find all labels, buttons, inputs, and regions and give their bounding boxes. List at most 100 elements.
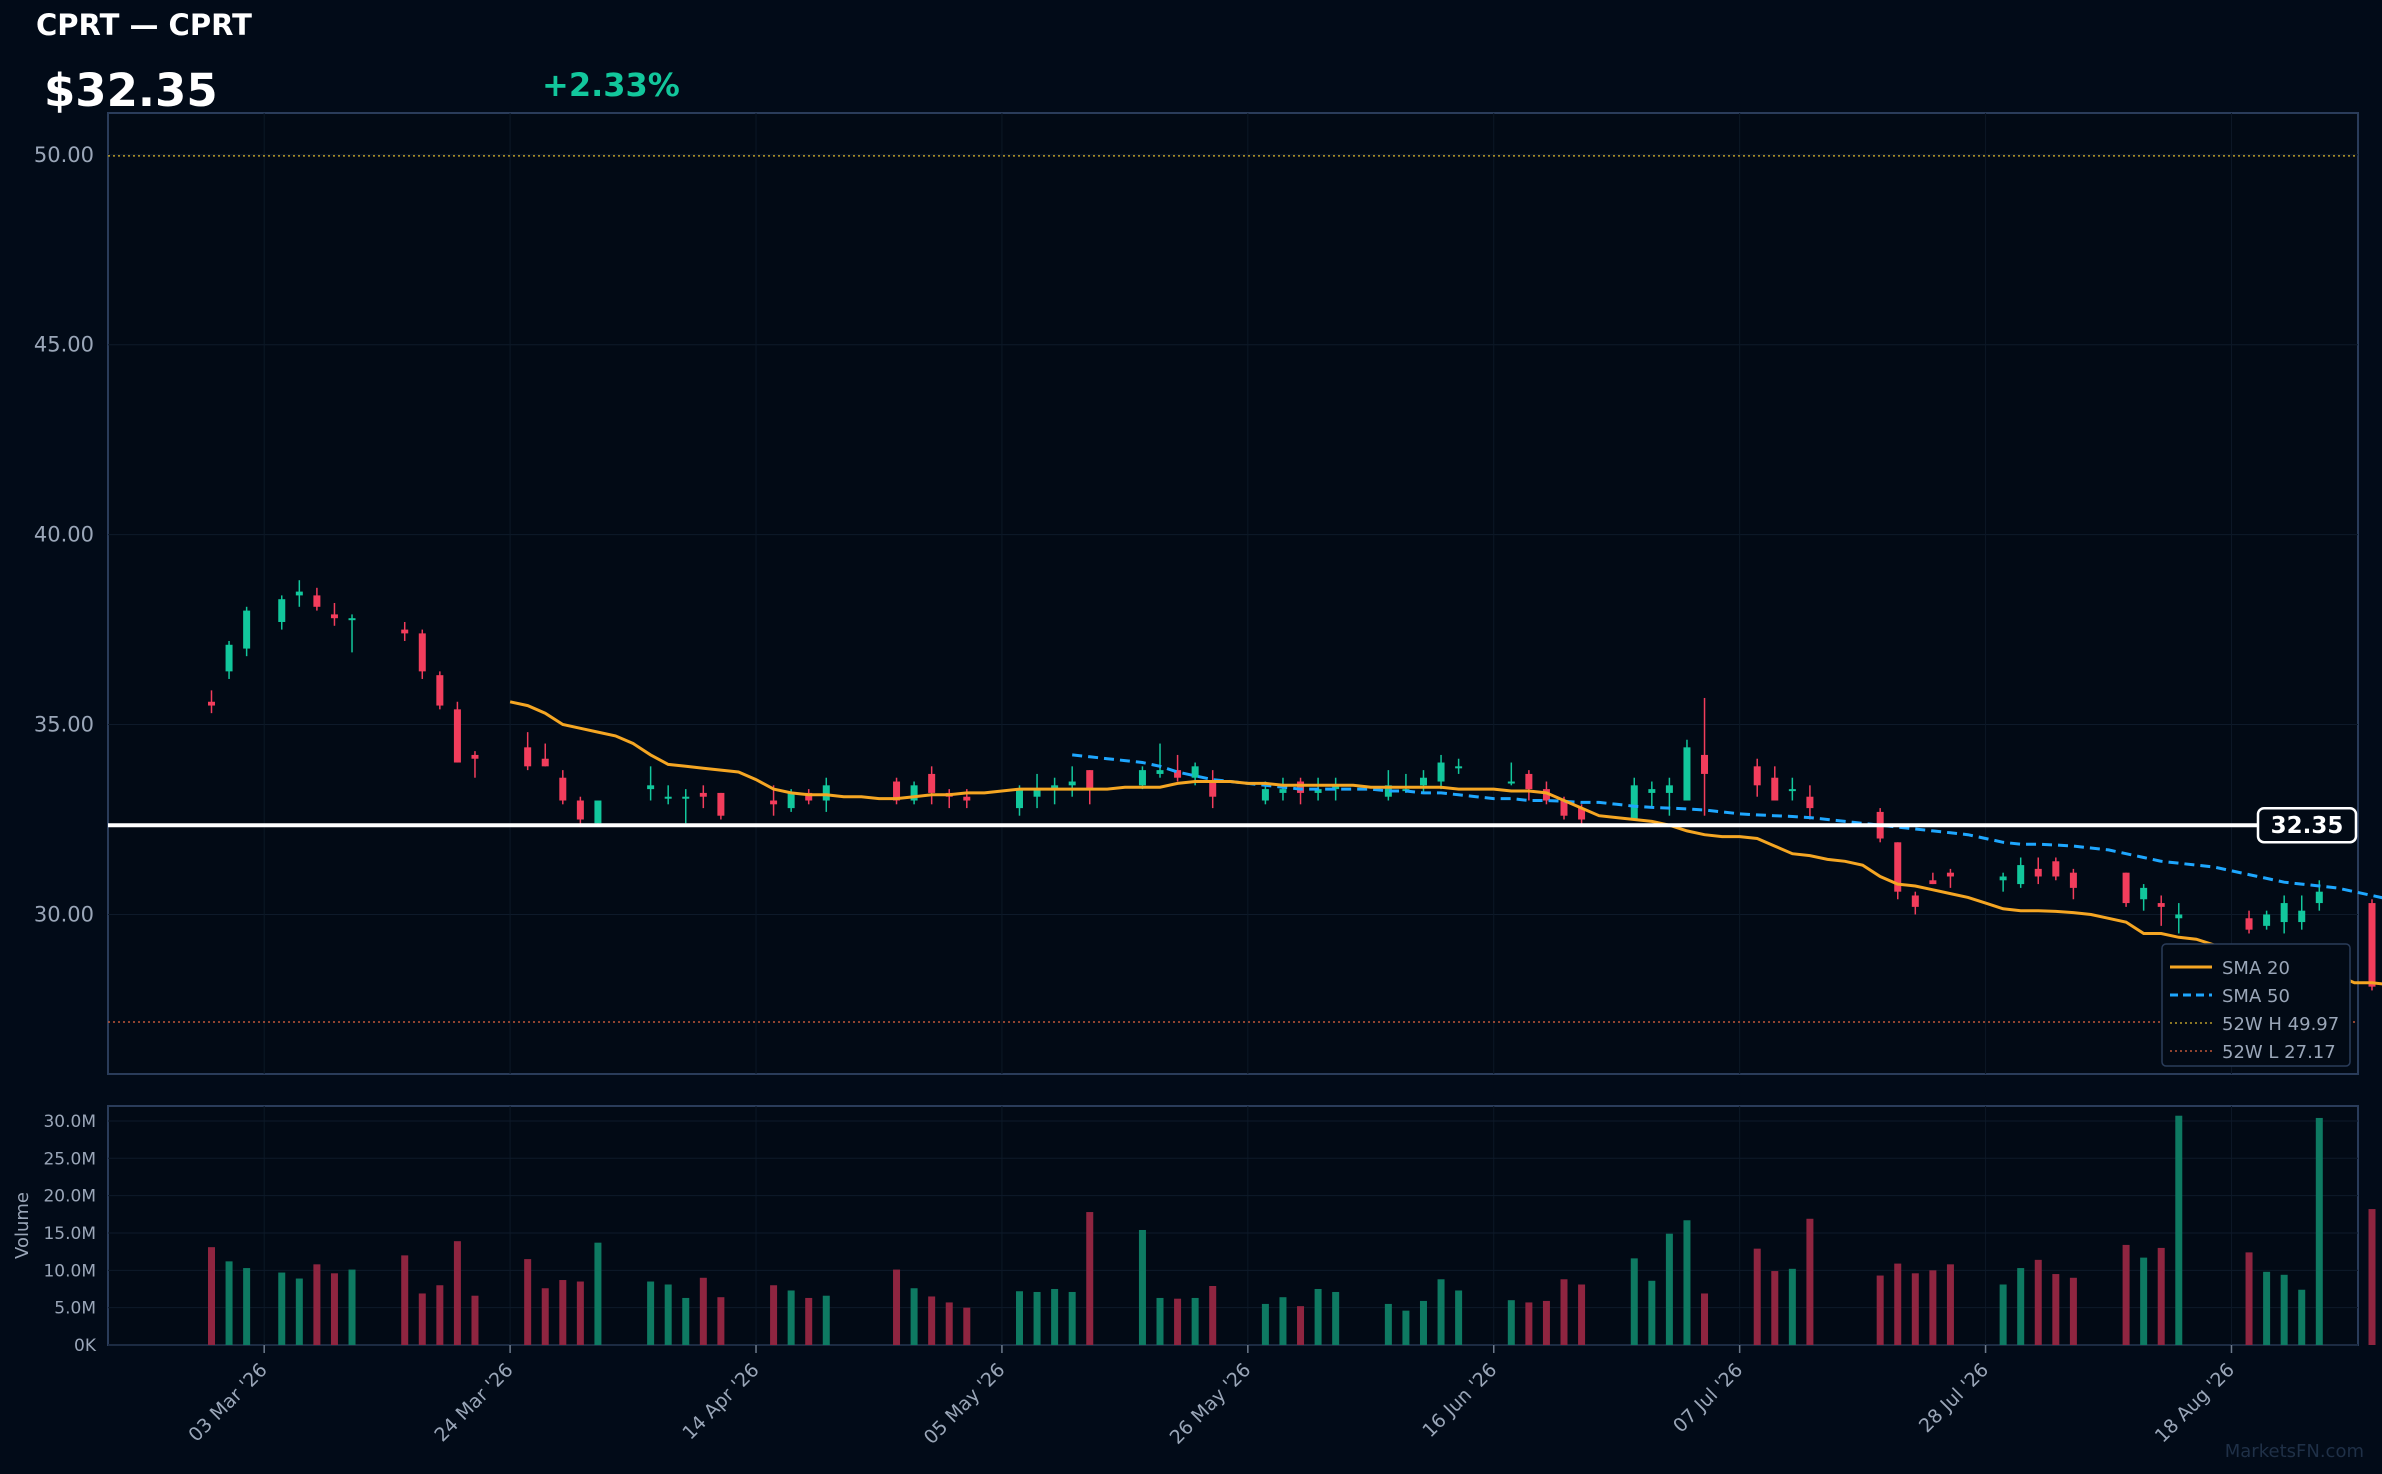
candle-down bbox=[2034, 868, 2042, 877]
candle-down bbox=[418, 633, 426, 672]
volume-bar-up bbox=[1191, 1297, 1199, 1345]
last-price-box bbox=[2256, 806, 2358, 844]
candle-down bbox=[2069, 872, 2077, 888]
legend-box bbox=[2161, 943, 2351, 1067]
volume-bar-up bbox=[1332, 1291, 1340, 1345]
volume-bar-up bbox=[787, 1290, 795, 1345]
volume-tick-label: 25.0M bbox=[43, 1149, 96, 1169]
candle-up bbox=[787, 792, 795, 809]
candle-up bbox=[225, 644, 233, 672]
candle-down bbox=[313, 595, 321, 607]
candle-up bbox=[278, 599, 286, 622]
candle-down bbox=[1174, 770, 1182, 778]
candle-up bbox=[664, 796, 672, 799]
volume-tick-label: 10.0M bbox=[43, 1261, 96, 1281]
price-panel-frame bbox=[107, 112, 2359, 1075]
volume-bar-up bbox=[1788, 1268, 1796, 1345]
volume-bar-up bbox=[682, 1297, 690, 1345]
volume-bar-down bbox=[1297, 1306, 1305, 1345]
volume-bar-up bbox=[1156, 1297, 1164, 1345]
sma50-line bbox=[1072, 753, 2382, 900]
volume-bar-down bbox=[717, 1297, 725, 1345]
candle-up bbox=[1015, 789, 1023, 809]
volume-bar-down bbox=[559, 1280, 567, 1345]
candle-down bbox=[963, 796, 971, 801]
candle-down bbox=[1894, 842, 1902, 892]
legend-label: SMA 50 bbox=[2222, 986, 2290, 1007]
volume-bar-down bbox=[1771, 1271, 1779, 1345]
candle-up bbox=[2298, 910, 2306, 923]
volume-bar-up bbox=[910, 1288, 918, 1345]
candle-down bbox=[208, 701, 215, 706]
current-price: $32.35 bbox=[44, 64, 218, 117]
volume-bar-up bbox=[2017, 1268, 2025, 1345]
volume-bar-up bbox=[1033, 1291, 1041, 1345]
candle-down bbox=[330, 614, 338, 619]
volume-bar-down bbox=[418, 1293, 426, 1345]
volume-bar-down bbox=[893, 1269, 901, 1345]
x-tick-label: 07 Jul '26 bbox=[1669, 1359, 1747, 1437]
price-tick-label: 40.00 bbox=[34, 523, 94, 547]
volume-bar-down bbox=[1929, 1270, 1937, 1345]
candle-up bbox=[2175, 914, 2183, 919]
volume-bar-down bbox=[1806, 1218, 1814, 1345]
x-tick-label: 28 Jul '26 bbox=[1915, 1359, 1993, 1437]
volume-tick-label: 15.0M bbox=[43, 1224, 96, 1244]
volume-bar-down bbox=[313, 1264, 321, 1345]
volume-bar-up bbox=[348, 1269, 356, 1345]
candle-down bbox=[1578, 808, 1586, 820]
candle-down bbox=[401, 629, 409, 634]
volume-bar-down bbox=[436, 1285, 444, 1345]
candle-down bbox=[1542, 789, 1550, 801]
volume-bar-down bbox=[524, 1259, 532, 1345]
volume-bar-down bbox=[945, 1302, 953, 1345]
volume-bar-down bbox=[541, 1288, 549, 1345]
volume-bar-down bbox=[1525, 1302, 1533, 1345]
candle-down bbox=[2368, 903, 2376, 987]
volume-bar-up bbox=[1402, 1310, 1410, 1345]
volume-bar-up bbox=[225, 1261, 233, 1345]
candle-down bbox=[805, 792, 813, 801]
volume-bar-down bbox=[1578, 1284, 1586, 1345]
volume-tick-label: 30.0M bbox=[43, 1112, 96, 1132]
candle-down bbox=[453, 709, 461, 763]
candle-down bbox=[436, 675, 444, 706]
candle-down bbox=[770, 800, 778, 805]
volume-bar-up bbox=[664, 1284, 672, 1345]
candle-up bbox=[1191, 766, 1199, 778]
volume-bar-down bbox=[1876, 1275, 1884, 1345]
volume-bar-down bbox=[576, 1281, 584, 1345]
volume-bar-down bbox=[1209, 1285, 1217, 1345]
candle-down bbox=[541, 758, 549, 767]
volume-bar-down bbox=[1911, 1273, 1919, 1345]
candle-down bbox=[1946, 872, 1954, 877]
candle-down bbox=[1209, 781, 1217, 797]
candle-down bbox=[1297, 781, 1305, 793]
x-tick-label: 18 Aug '26 bbox=[2151, 1359, 2239, 1447]
volume-bar-up bbox=[594, 1242, 602, 1345]
volume-bar-down bbox=[805, 1297, 813, 1345]
legend-label: 52W H 49.97 bbox=[2222, 1014, 2339, 1035]
x-tick-label: 24 Mar '26 bbox=[430, 1359, 517, 1446]
volume-bar-up bbox=[647, 1281, 655, 1345]
price-panel: 30.00 35.00 40.00 45.00 50.00 32.35 bbox=[34, 112, 2382, 1075]
candle-up bbox=[1507, 781, 1515, 784]
candle-up bbox=[1648, 789, 1656, 793]
candle-down bbox=[1086, 770, 1094, 790]
volume-bar-up bbox=[2298, 1289, 2306, 1345]
watermark: MarketsFN.com bbox=[2224, 1441, 2364, 1462]
volume-bar-down bbox=[928, 1296, 936, 1345]
candle-up bbox=[2280, 903, 2288, 923]
volume-bar-down bbox=[1894, 1263, 1902, 1345]
candle-down bbox=[1525, 773, 1533, 790]
candle-up bbox=[1314, 789, 1322, 793]
candle-down bbox=[2157, 903, 2165, 907]
volume-bar-up bbox=[1665, 1233, 1673, 1345]
volume-bar-down bbox=[963, 1307, 971, 1345]
candle-up bbox=[1332, 785, 1340, 790]
volume-bar-down bbox=[2052, 1274, 2060, 1345]
candle-up bbox=[822, 785, 830, 801]
sma20-line bbox=[509, 700, 2382, 986]
candle-down bbox=[524, 747, 532, 767]
